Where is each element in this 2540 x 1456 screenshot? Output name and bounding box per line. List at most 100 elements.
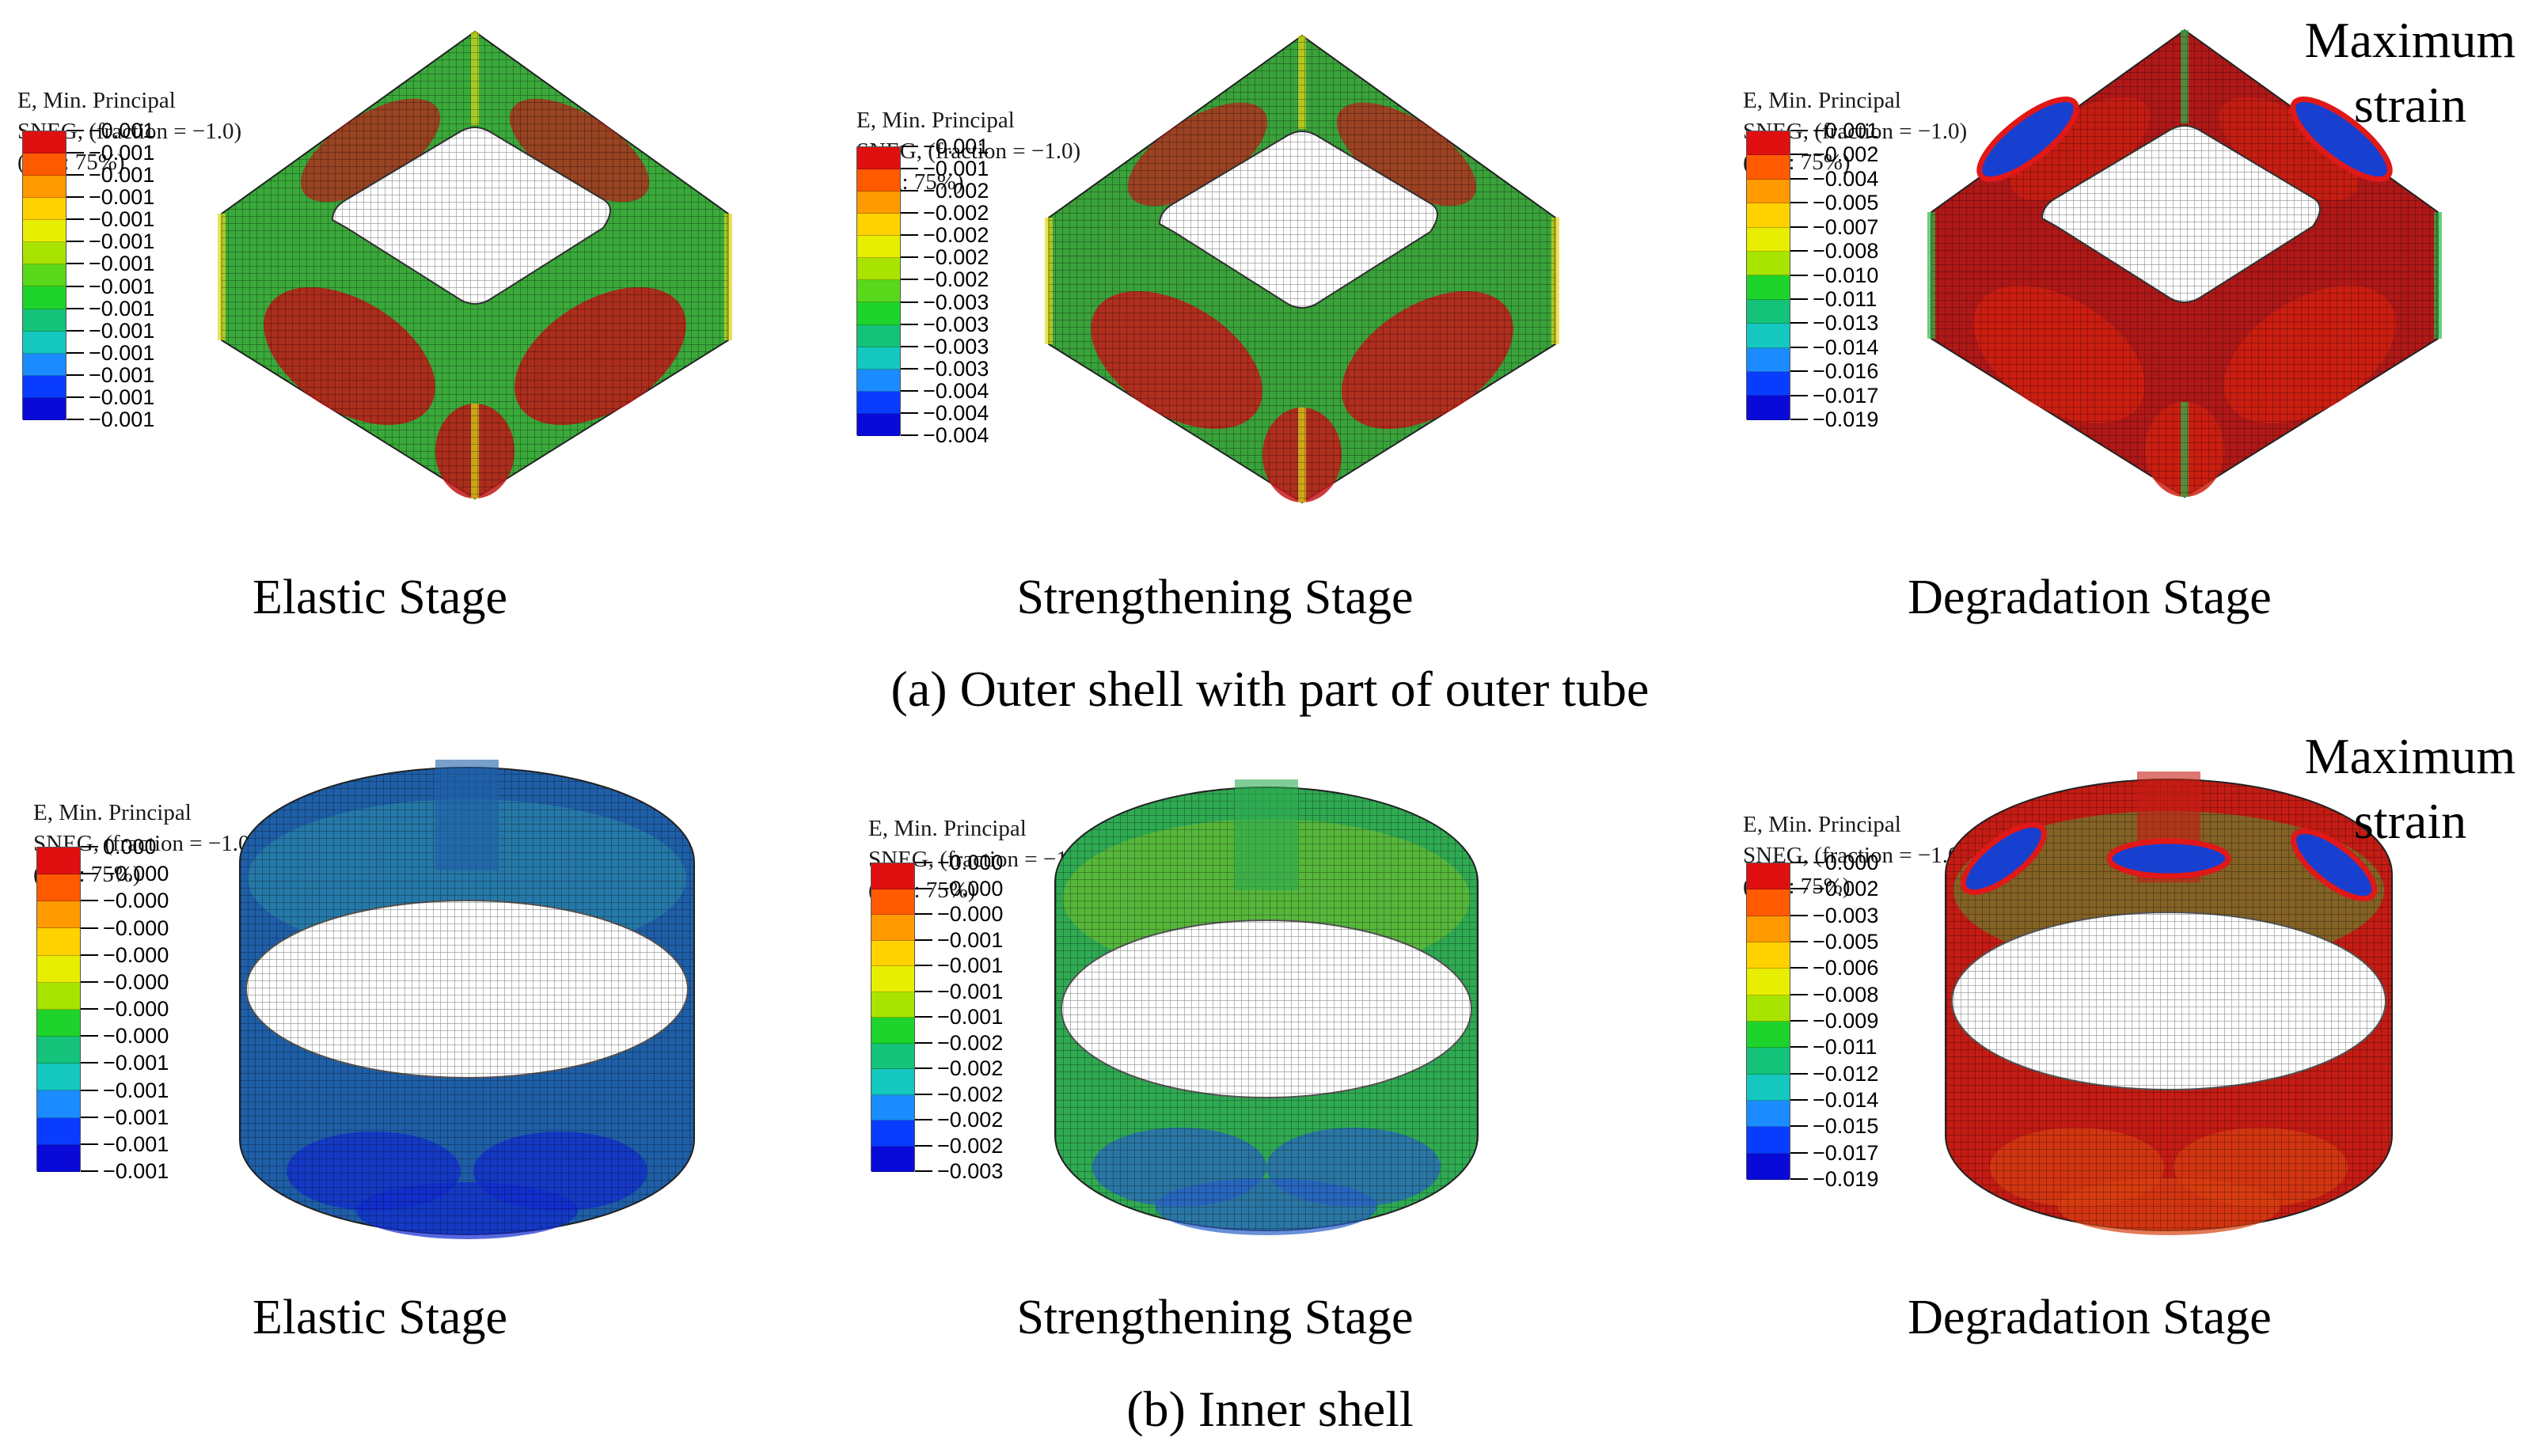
legend-tick-label: −0.004 bbox=[1813, 166, 1879, 191]
legend-swatch bbox=[23, 331, 66, 354]
legend-swatch bbox=[871, 889, 914, 915]
legend-swatch bbox=[1747, 131, 1790, 156]
legend-color-bar bbox=[1746, 863, 1790, 1180]
legend-tick-label: −0.006 bbox=[1813, 956, 1879, 980]
legend-tick-label: −0.002 bbox=[923, 223, 989, 248]
legend-swatch bbox=[1747, 1127, 1790, 1154]
legend-tick bbox=[1790, 1046, 1808, 1048]
legend-swatch bbox=[1747, 942, 1790, 969]
legend-swatch bbox=[857, 258, 900, 281]
legend-tick bbox=[901, 389, 918, 392]
max-strain-marker bbox=[2290, 96, 2393, 183]
legend-tick bbox=[1790, 226, 1808, 228]
legend-tick-label: −0.002 bbox=[937, 1133, 1004, 1158]
legend-tick bbox=[81, 927, 98, 929]
legend-tick bbox=[1790, 130, 1808, 131]
legend-swatch bbox=[871, 1094, 914, 1120]
legend-swatch bbox=[857, 280, 900, 303]
legend-swatch bbox=[871, 1018, 914, 1044]
legend-tick-label: −0.001 bbox=[89, 207, 155, 232]
legend-swatch bbox=[37, 1117, 80, 1145]
legend-b3: −0.000 −0.002 −0.003 −0.005 −0.006 −0.008 −0.0… bbox=[1746, 851, 1928, 1191]
legend-swatch bbox=[1747, 396, 1790, 420]
legend-tick bbox=[915, 913, 932, 915]
legend-swatch bbox=[37, 901, 80, 929]
legend-tick bbox=[1790, 914, 1808, 916]
legend-swatch bbox=[23, 353, 66, 376]
legend-swatch bbox=[1747, 916, 1790, 942]
legend-swatch bbox=[857, 302, 900, 325]
legend-swatch bbox=[23, 397, 66, 420]
legend-color-bar bbox=[871, 863, 915, 1172]
shell-body bbox=[1945, 772, 2393, 1235]
legend-tick-label: −0.019 bbox=[1813, 408, 1879, 431]
legend-tick-label: −0.001 bbox=[89, 340, 155, 365]
legend-swatch bbox=[857, 169, 900, 192]
legend-tick bbox=[1790, 862, 1808, 863]
legend-tick-label: −0.000 bbox=[103, 997, 169, 1021]
legend-tick-label: −0.001 bbox=[89, 274, 155, 298]
legend-swatch bbox=[1747, 155, 1790, 180]
legend-tick-label: −0.003 bbox=[937, 1159, 1004, 1183]
legend-tick-label: −0.001 bbox=[1813, 119, 1879, 142]
legend-swatch bbox=[871, 1146, 914, 1172]
legend-tick-label: −0.002 bbox=[1813, 877, 1879, 901]
legend-tick-label: −0.010 bbox=[1813, 263, 1879, 287]
legend-tick-label: −0.004 bbox=[923, 400, 989, 425]
legend-swatch bbox=[857, 347, 900, 370]
legend-tick bbox=[915, 1093, 932, 1095]
legend-tick bbox=[1790, 177, 1808, 180]
legend-tick-label: −0.001 bbox=[89, 385, 155, 409]
legend-tick-label: −0.001 bbox=[89, 252, 155, 276]
sub-caption-b: (b) Inner shell bbox=[1126, 1381, 1414, 1437]
legend-tick-label: −0.002 bbox=[1813, 142, 1879, 167]
legend-tick bbox=[1790, 419, 1808, 420]
legend-tick-label: −0.000 bbox=[103, 1024, 169, 1048]
legend-tick bbox=[915, 887, 932, 889]
legend-tick-label: −0.001 bbox=[89, 185, 155, 210]
shell-body bbox=[1054, 779, 1479, 1235]
legend-swatch bbox=[1747, 299, 1790, 324]
legend-swatch bbox=[1747, 889, 1790, 916]
legend-tick bbox=[66, 351, 84, 354]
legend-tick bbox=[66, 373, 84, 376]
legend-tick bbox=[66, 419, 84, 420]
legend-tick-label: −0.001 bbox=[89, 163, 155, 188]
legend-swatch bbox=[1747, 1100, 1790, 1128]
legend-a1: −0.001 −0.001 −0.001 −0.001 −0.001 −0.001 −0.0… bbox=[22, 119, 204, 431]
square-shell-model-a2 bbox=[1045, 35, 1559, 503]
square-shell-model-a1 bbox=[218, 31, 732, 499]
legend-tick bbox=[1790, 394, 1808, 396]
legend-color-bar bbox=[856, 146, 901, 436]
legend-tick bbox=[1790, 888, 1808, 890]
legend-swatch bbox=[871, 1120, 914, 1147]
legend-swatch bbox=[37, 955, 80, 983]
legend-swatch bbox=[23, 309, 66, 332]
caption-b2: Strengthening Stage bbox=[1016, 1291, 1414, 1344]
cylinder-shell-model-b3 bbox=[1945, 772, 2393, 1235]
legend-tick bbox=[901, 168, 918, 170]
legend-tick bbox=[1790, 370, 1808, 373]
legend-tick-label: 0.000 bbox=[103, 835, 157, 859]
legend-tick-label: −0.014 bbox=[1813, 335, 1879, 359]
legend-tick-label: −0.004 bbox=[923, 378, 989, 403]
legend-tick bbox=[901, 279, 918, 281]
legend-b2: −0.000 −0.000 −0.000 −0.001 −0.001 −0.001 −0.0… bbox=[871, 851, 1053, 1183]
legend-tick-label: −0.002 bbox=[923, 245, 989, 270]
legend-tick-label: −0.003 bbox=[923, 356, 989, 381]
legend-header-a1: E, Min. Principal SNEG, (fraction = −1.0)… bbox=[17, 88, 242, 175]
legend-swatch bbox=[1747, 969, 1790, 995]
legend-tick-label: −0.001 bbox=[89, 141, 155, 165]
legend-tick bbox=[66, 152, 84, 154]
legend-tick bbox=[81, 1170, 98, 1172]
legend-tick bbox=[81, 1143, 98, 1145]
legend-swatch bbox=[23, 131, 66, 154]
legend-swatch bbox=[1747, 995, 1790, 1022]
legend-swatch bbox=[857, 413, 900, 436]
legend-tick-label: −0.000 bbox=[1813, 851, 1879, 874]
legend-tick bbox=[915, 990, 932, 992]
legend-tick bbox=[66, 329, 84, 332]
legend-tick-label: −0.001 bbox=[937, 1005, 1004, 1029]
legend-tick bbox=[901, 234, 918, 237]
legend-tick-label: −0.000 bbox=[103, 889, 169, 913]
